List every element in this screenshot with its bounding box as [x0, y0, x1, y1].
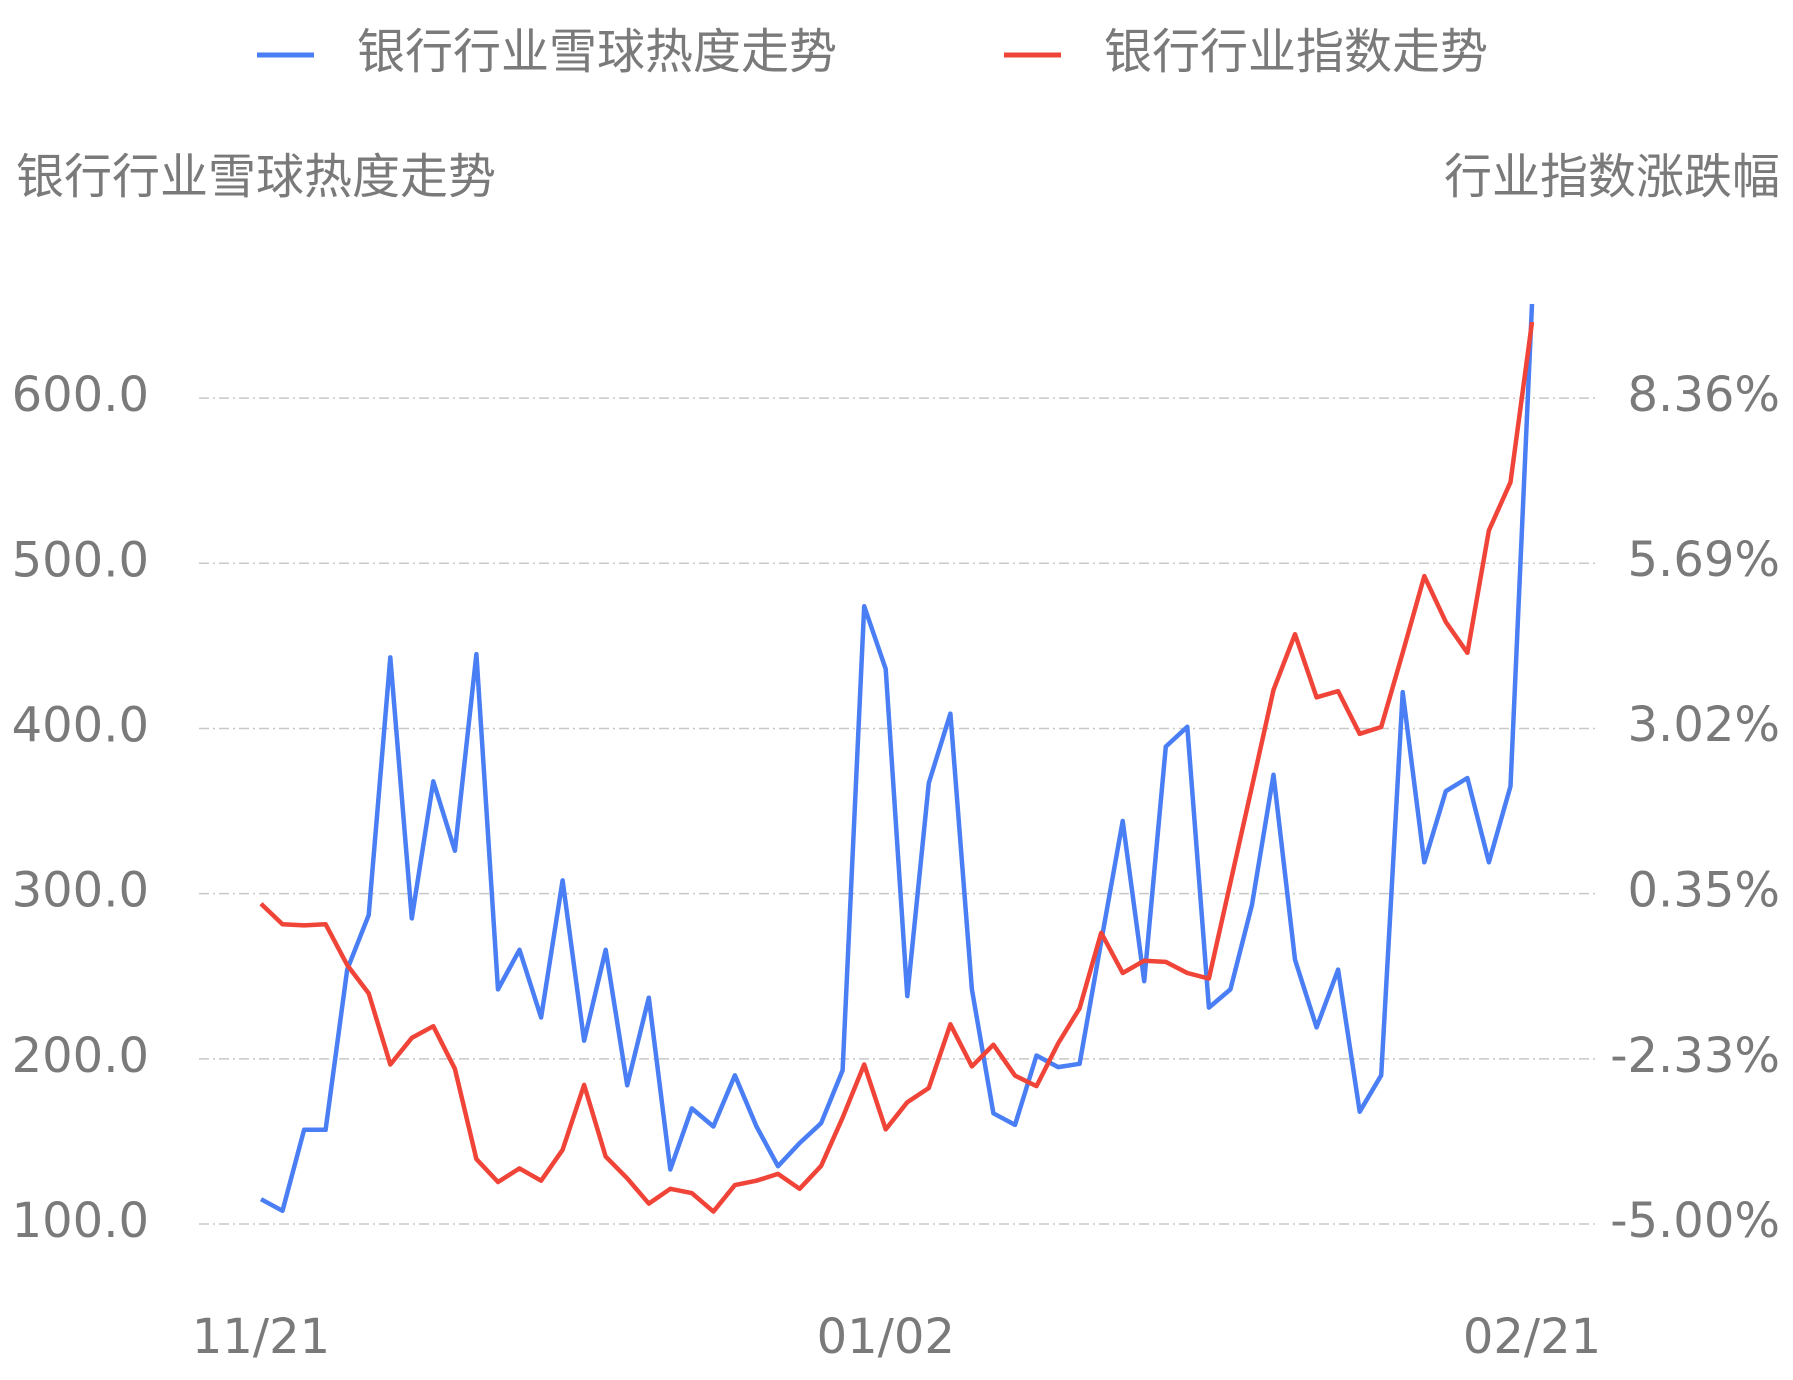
y-tick-label: 500.0: [12, 532, 149, 588]
y-tick-label: 400.0: [12, 697, 149, 753]
y2-tick-label: -2.33%: [1610, 1028, 1780, 1084]
y-tick-label: 100.0: [12, 1193, 149, 1249]
y-axis-title: 银行行业雪球热度走势: [16, 149, 496, 205]
y2-axis-title: 行业指数涨跌幅: [1444, 149, 1780, 205]
x-tick-label: 11/21: [192, 1309, 330, 1365]
y2-tick-label: 8.36%: [1628, 367, 1780, 423]
y2-tick-label: -5.00%: [1610, 1193, 1780, 1249]
x-tick-label: 02/21: [1463, 1309, 1601, 1365]
y-tick-label: 300.0: [12, 863, 149, 919]
legend-label: 银行行业指数走势: [1104, 24, 1488, 80]
y-tick-label: 200.0: [12, 1028, 149, 1084]
legend-label: 银行行业雪球热度走势: [357, 24, 837, 80]
y-tick-label: 600.0: [12, 367, 149, 423]
y2-tick-label: 0.35%: [1628, 862, 1780, 918]
y2-tick-label: 5.69%: [1628, 532, 1780, 588]
series-line: [259, 303, 1535, 1214]
series-line: [259, 321, 1535, 1214]
x-tick-label: 01/02: [817, 1309, 955, 1365]
y2-tick-label: 3.02%: [1628, 697, 1780, 753]
